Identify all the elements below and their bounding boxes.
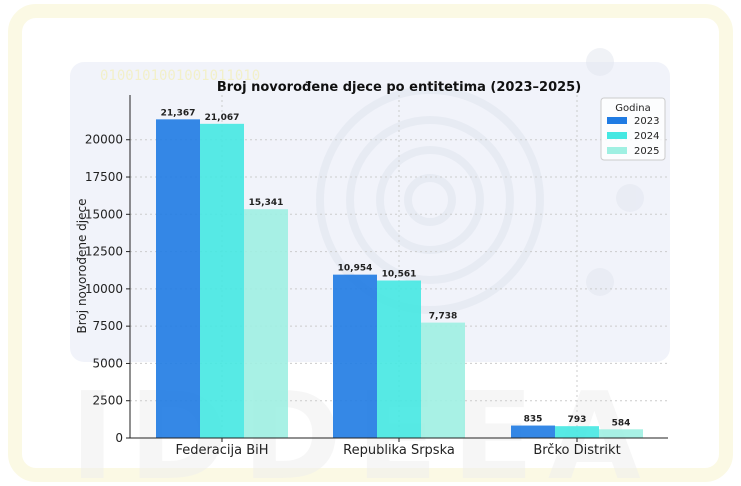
legend-swatch-2025 — [607, 147, 627, 154]
legend-swatch-2023 — [607, 117, 627, 124]
circuit-node — [586, 48, 614, 76]
y-tick-label: 5000 — [92, 356, 123, 370]
x-tick-label: Federacija BiH — [175, 443, 268, 458]
fingerprint-ring — [404, 174, 456, 226]
bar-2023-2 — [511, 425, 555, 438]
data-label: 21,067 — [205, 113, 240, 123]
data-label: 10,561 — [382, 270, 417, 280]
y-tick-label: 15000 — [85, 207, 123, 221]
data-label: 21,367 — [161, 108, 196, 118]
y-axis-title: Broj novorođene djece — [75, 199, 89, 334]
bar-2024-0 — [200, 123, 244, 439]
legend-label: 2023 — [634, 116, 659, 127]
legend-label: 2024 — [634, 131, 659, 142]
legend-label: 2025 — [634, 146, 659, 157]
y-tick-label: 7500 — [92, 319, 123, 333]
data-label: 7,738 — [429, 312, 457, 322]
bar-2023-0 — [156, 119, 200, 438]
data-label: 10,954 — [338, 264, 373, 274]
legend: Godina 2023 2024 2025 — [600, 97, 666, 161]
legend-swatch-2024 — [607, 132, 627, 139]
data-label: 835 — [524, 415, 543, 425]
chart-title: Broj novorođene djece po entitetima (202… — [217, 80, 581, 95]
y-tick-label: 20000 — [85, 133, 123, 147]
bar-2025-2 — [599, 429, 643, 438]
y-tick-label: 2500 — [92, 394, 123, 408]
y-tick-label: 12500 — [85, 245, 123, 259]
circuit-node — [616, 184, 644, 212]
x-tick-label: Brčko Distrikt — [533, 443, 620, 458]
background-frame — [8, 4, 733, 482]
y-axis-ticks: 0 2500 5000 7500 10000 12500 15000 17500 20000 — [85, 133, 130, 445]
bar-2024-1 — [377, 280, 421, 438]
watermark-binary: 0100101001001011010 — [100, 68, 260, 84]
data-label: 15,341 — [249, 198, 284, 208]
fingerprint-ring — [376, 146, 484, 254]
fingerprint-ring — [346, 116, 514, 284]
bar-2023-1 — [333, 274, 377, 438]
x-tick-label: Republika Srpska — [343, 443, 455, 458]
circuit-node — [586, 268, 614, 296]
y-tick-label: 10000 — [85, 282, 123, 296]
bar-2025-0 — [244, 209, 288, 438]
bars-group: 21,367 21,067 15,341 10,954 10,561 7,738 835 79… — [156, 108, 643, 439]
fingerprint-ring — [316, 86, 544, 314]
legend-box — [600, 97, 666, 161]
bar-2025-1 — [421, 322, 465, 438]
data-label: 584 — [612, 418, 631, 428]
data-label: 793 — [568, 415, 587, 425]
x-axis-ticks: Federacija BiH Republika Srpska Brčko Dist… — [175, 438, 621, 458]
bar-2024-2 — [555, 426, 599, 438]
legend-title: Godina — [615, 103, 650, 114]
y-tick-label: 17500 — [85, 170, 123, 184]
y-tick-label: 0 — [115, 431, 123, 445]
